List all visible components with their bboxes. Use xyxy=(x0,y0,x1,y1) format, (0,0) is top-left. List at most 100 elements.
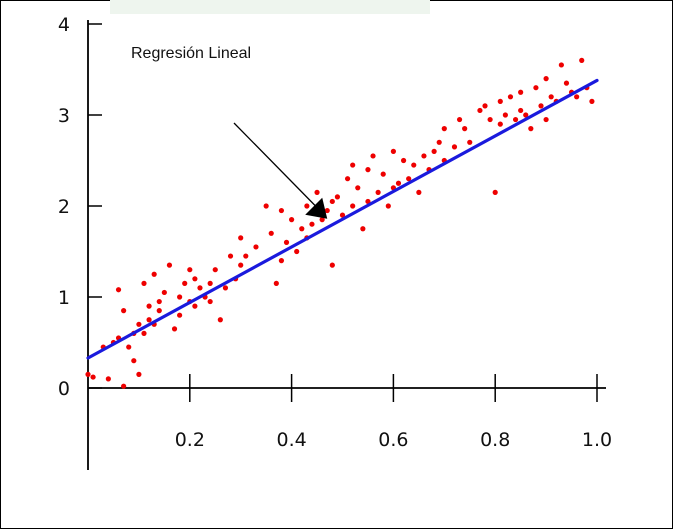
data-point xyxy=(299,226,305,232)
data-point xyxy=(400,157,407,164)
data-point xyxy=(502,112,508,118)
data-point xyxy=(497,98,503,104)
data-point xyxy=(268,230,274,236)
x-tick-label: 0.8 xyxy=(480,429,510,451)
data-point xyxy=(283,239,290,245)
data-point xyxy=(518,107,524,114)
data-point xyxy=(177,294,183,300)
data-point xyxy=(161,289,167,296)
data-point xyxy=(507,94,514,100)
data-point xyxy=(563,80,570,86)
data-point xyxy=(492,189,498,195)
data-point xyxy=(146,303,152,309)
data-point xyxy=(528,126,534,132)
annotation: Regresión Lineal xyxy=(131,45,328,219)
data-point xyxy=(431,148,437,154)
data-point xyxy=(289,217,295,223)
data-point xyxy=(177,312,183,318)
data-point xyxy=(319,217,325,223)
x-tick-label: 1.0 xyxy=(582,429,612,451)
data-point xyxy=(263,203,269,209)
data-point xyxy=(441,126,447,132)
data-point xyxy=(207,280,213,286)
data-point xyxy=(156,308,162,314)
data-point xyxy=(467,139,473,145)
data-point xyxy=(344,176,351,182)
data-point xyxy=(314,189,320,195)
data-point xyxy=(456,116,463,123)
data-point xyxy=(238,235,244,241)
data-point xyxy=(558,62,564,68)
data-point xyxy=(121,308,127,314)
data-point xyxy=(339,212,346,218)
data-point xyxy=(238,262,244,268)
data-point xyxy=(182,280,188,286)
data-point xyxy=(360,226,366,232)
data-point xyxy=(151,271,157,277)
data-point xyxy=(126,344,132,350)
data-point xyxy=(350,162,356,168)
data-point xyxy=(518,89,524,95)
data-point xyxy=(477,107,483,114)
data-point xyxy=(579,57,585,64)
data-point xyxy=(227,253,234,259)
data-point xyxy=(171,326,178,332)
data-point xyxy=(278,258,285,264)
data-point xyxy=(166,262,173,268)
data-point xyxy=(192,303,198,309)
data-point xyxy=(273,280,279,286)
annotation-arrowhead xyxy=(305,197,328,219)
data-point xyxy=(355,185,361,191)
data-point xyxy=(533,85,539,91)
y-tick-label: 4 xyxy=(58,14,70,36)
data-point xyxy=(304,203,310,209)
regression-line-group xyxy=(86,78,599,360)
data-point xyxy=(294,248,300,255)
regression-line xyxy=(86,78,599,360)
data-point xyxy=(121,383,127,389)
data-point xyxy=(329,198,335,205)
data-point xyxy=(370,153,376,159)
data-point xyxy=(523,112,529,118)
data-point xyxy=(574,94,580,100)
data-point xyxy=(380,171,386,177)
data-point xyxy=(451,144,458,150)
data-point xyxy=(115,287,122,293)
data-point xyxy=(217,317,223,323)
data-point xyxy=(395,180,402,186)
annotation-label: Regresión Lineal xyxy=(131,45,251,62)
data-point xyxy=(487,116,493,123)
data-point xyxy=(192,276,198,282)
data-point xyxy=(350,203,356,209)
data-point xyxy=(365,198,371,205)
data-point xyxy=(334,194,341,200)
data-point xyxy=(416,189,422,195)
data-point xyxy=(136,321,142,327)
data-point xyxy=(543,116,549,123)
data-point xyxy=(548,94,554,100)
data-point xyxy=(253,244,259,250)
axes: 0 1 2 3 4 0.2 0.4 0.6 0.8 1.0 xyxy=(58,14,612,470)
x-tick-label: 0.4 xyxy=(276,429,306,451)
data-point xyxy=(141,280,147,286)
data-point xyxy=(131,358,137,364)
x-tick-label: 0.6 xyxy=(378,429,408,451)
data-points xyxy=(85,57,595,389)
data-point xyxy=(85,371,91,377)
data-point xyxy=(538,103,544,109)
top-decor-strip xyxy=(110,0,430,14)
y-tick-label: 1 xyxy=(58,287,70,309)
y-tick-label: 2 xyxy=(58,196,70,218)
data-point xyxy=(497,121,503,127)
data-point xyxy=(212,267,218,273)
data-point xyxy=(309,221,315,227)
data-point xyxy=(462,126,468,132)
data-point xyxy=(146,317,152,323)
data-point xyxy=(243,253,249,259)
data-point xyxy=(436,139,442,145)
data-point xyxy=(543,76,549,82)
data-point xyxy=(136,371,142,377)
data-point xyxy=(329,262,335,268)
